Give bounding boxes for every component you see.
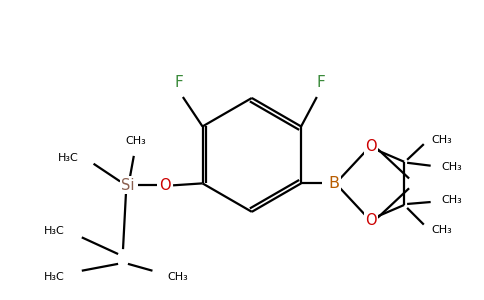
Text: O: O [365,213,377,228]
Text: CH₃: CH₃ [441,162,462,172]
Text: H₃C: H₃C [58,153,79,163]
Text: CH₃: CH₃ [167,272,188,282]
Text: H₃C: H₃C [44,226,64,236]
Text: Si: Si [121,178,135,193]
Text: CH₃: CH₃ [432,224,453,235]
Text: CH₃: CH₃ [125,136,146,146]
Text: H₃C: H₃C [44,272,64,282]
Text: F: F [175,75,183,90]
Text: CH₃: CH₃ [441,195,462,205]
Text: B: B [328,176,339,191]
Text: O: O [159,178,171,193]
Text: CH₃: CH₃ [432,135,453,145]
Text: F: F [317,75,325,90]
Text: O: O [365,139,377,154]
